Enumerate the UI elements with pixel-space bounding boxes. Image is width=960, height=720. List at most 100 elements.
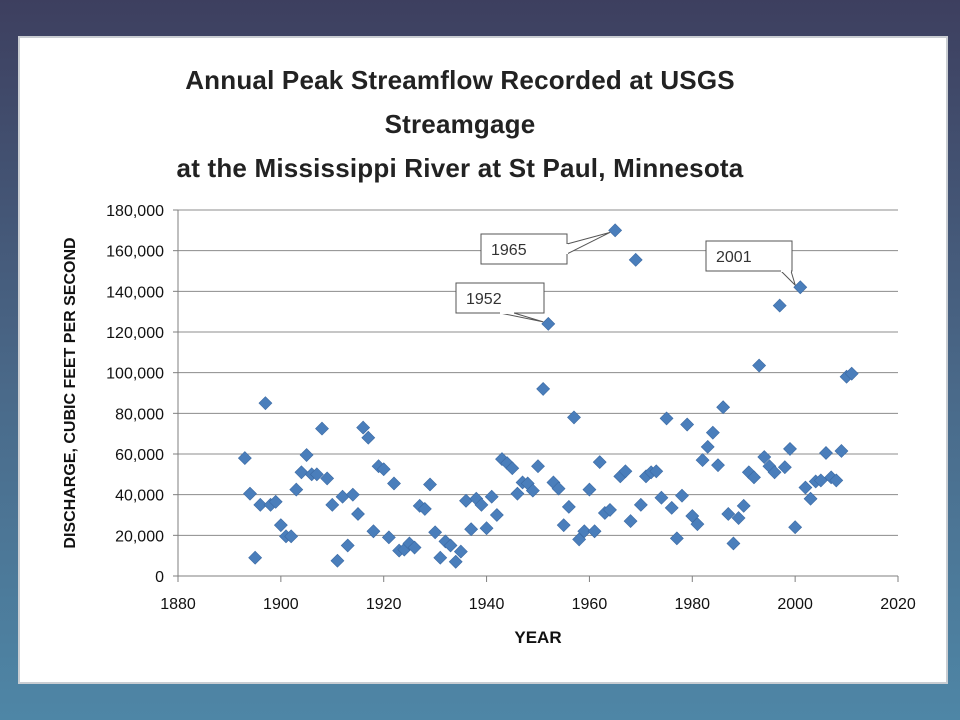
data-point	[577, 524, 592, 539]
data-point	[525, 483, 540, 498]
data-point	[664, 500, 679, 515]
x-axis-label: YEAR	[514, 628, 561, 647]
data-point	[721, 507, 736, 521]
data-point	[433, 550, 448, 565]
data-point	[315, 421, 329, 436]
data-point	[603, 502, 617, 517]
data-point	[453, 544, 468, 559]
data-point	[716, 400, 731, 415]
data-point	[510, 486, 525, 501]
callout-pointer	[779, 270, 796, 286]
chart-title: Annual Peak Streamflow Recorded at USGS …	[20, 58, 900, 190]
data-point	[505, 461, 520, 476]
data-point	[633, 497, 648, 512]
data-point	[258, 396, 273, 411]
callout-box	[480, 233, 568, 265]
y-tick-label: 0	[155, 569, 164, 586]
data-point	[351, 507, 365, 521]
data-point	[273, 518, 288, 533]
data-point	[783, 441, 797, 456]
y-axis-label: DISCHARGE, CUBIC FEET PER SECOND	[62, 237, 79, 548]
data-point	[793, 280, 808, 295]
data-point	[387, 476, 401, 491]
data-point	[536, 382, 551, 396]
callout: 2001	[705, 240, 796, 286]
y-tick-label: 20,000	[115, 528, 164, 545]
data-point	[464, 522, 479, 537]
chart-title-line-3: at the Mississippi River at St Paul, Min…	[176, 153, 744, 183]
data-point	[330, 553, 345, 568]
annotations: 1965 2001 1952	[455, 231, 796, 323]
data-point	[335, 489, 350, 504]
y-tick-label: 120,000	[106, 325, 164, 342]
y-tick-label: 60,000	[115, 447, 164, 464]
x-tick-label: 1900	[263, 596, 299, 613]
data-point	[567, 410, 581, 425]
data-point	[788, 520, 803, 535]
data-point	[592, 455, 607, 470]
data-point	[459, 493, 473, 508]
data-point	[675, 488, 689, 503]
data-point	[654, 490, 669, 505]
x-tick-label: 1940	[469, 596, 505, 613]
data-point	[448, 554, 463, 569]
data-point	[479, 521, 494, 536]
data-point	[623, 514, 638, 529]
data-point	[587, 524, 602, 539]
data-point	[736, 498, 751, 513]
x-tick-label: 1880	[160, 596, 196, 613]
data-point	[428, 525, 443, 540]
data-point	[361, 430, 376, 445]
data-point	[731, 511, 746, 525]
data-point	[541, 316, 556, 331]
chart-title-line-2: Streamgage	[384, 109, 536, 139]
x-tick-label: 2000	[777, 596, 813, 613]
data-point	[309, 467, 324, 482]
callout-pointer	[499, 312, 544, 323]
data-point	[803, 491, 818, 506]
data-point	[608, 223, 623, 238]
data-point	[690, 517, 705, 532]
callout-label: 1952	[466, 291, 502, 308]
data-points	[237, 223, 859, 569]
chart-title-line-1: Annual Peak Streamflow Recorded at USGS	[185, 65, 735, 95]
data-point	[484, 489, 499, 504]
axes	[173, 209, 899, 582]
data-point	[366, 524, 381, 539]
data-point	[489, 508, 504, 522]
data-point	[628, 252, 643, 267]
data-point	[376, 462, 391, 477]
data-point	[618, 464, 633, 479]
data-point	[248, 550, 263, 565]
data-point	[356, 420, 371, 435]
y-tick-label: 80,000	[115, 406, 164, 423]
data-point	[777, 460, 792, 475]
x-tick-label: 1920	[366, 596, 402, 613]
data-point	[757, 450, 772, 464]
data-point	[320, 471, 335, 486]
callout-box	[705, 240, 793, 272]
data-point	[659, 411, 674, 426]
x-tick-labels: 1880 1900 1920 1940 1960 1980 2000 2020	[160, 596, 916, 613]
data-point	[531, 459, 545, 474]
y-tick-label: 100,000	[106, 366, 164, 383]
callout: 1965	[480, 231, 611, 265]
data-point	[582, 482, 597, 497]
data-point	[325, 497, 340, 512]
data-point	[268, 494, 283, 509]
data-point	[340, 538, 355, 553]
y-tick-label: 180,000	[106, 203, 164, 220]
data-point	[767, 465, 782, 480]
data-point	[423, 477, 437, 492]
data-point	[243, 486, 257, 501]
data-point	[551, 481, 566, 496]
data-point	[237, 451, 252, 465]
data-point	[844, 366, 859, 381]
data-point	[556, 518, 571, 533]
data-point	[711, 458, 725, 473]
callout: 1952	[455, 282, 545, 323]
data-point	[284, 529, 299, 544]
callout-box	[455, 282, 545, 314]
data-point	[417, 501, 432, 516]
